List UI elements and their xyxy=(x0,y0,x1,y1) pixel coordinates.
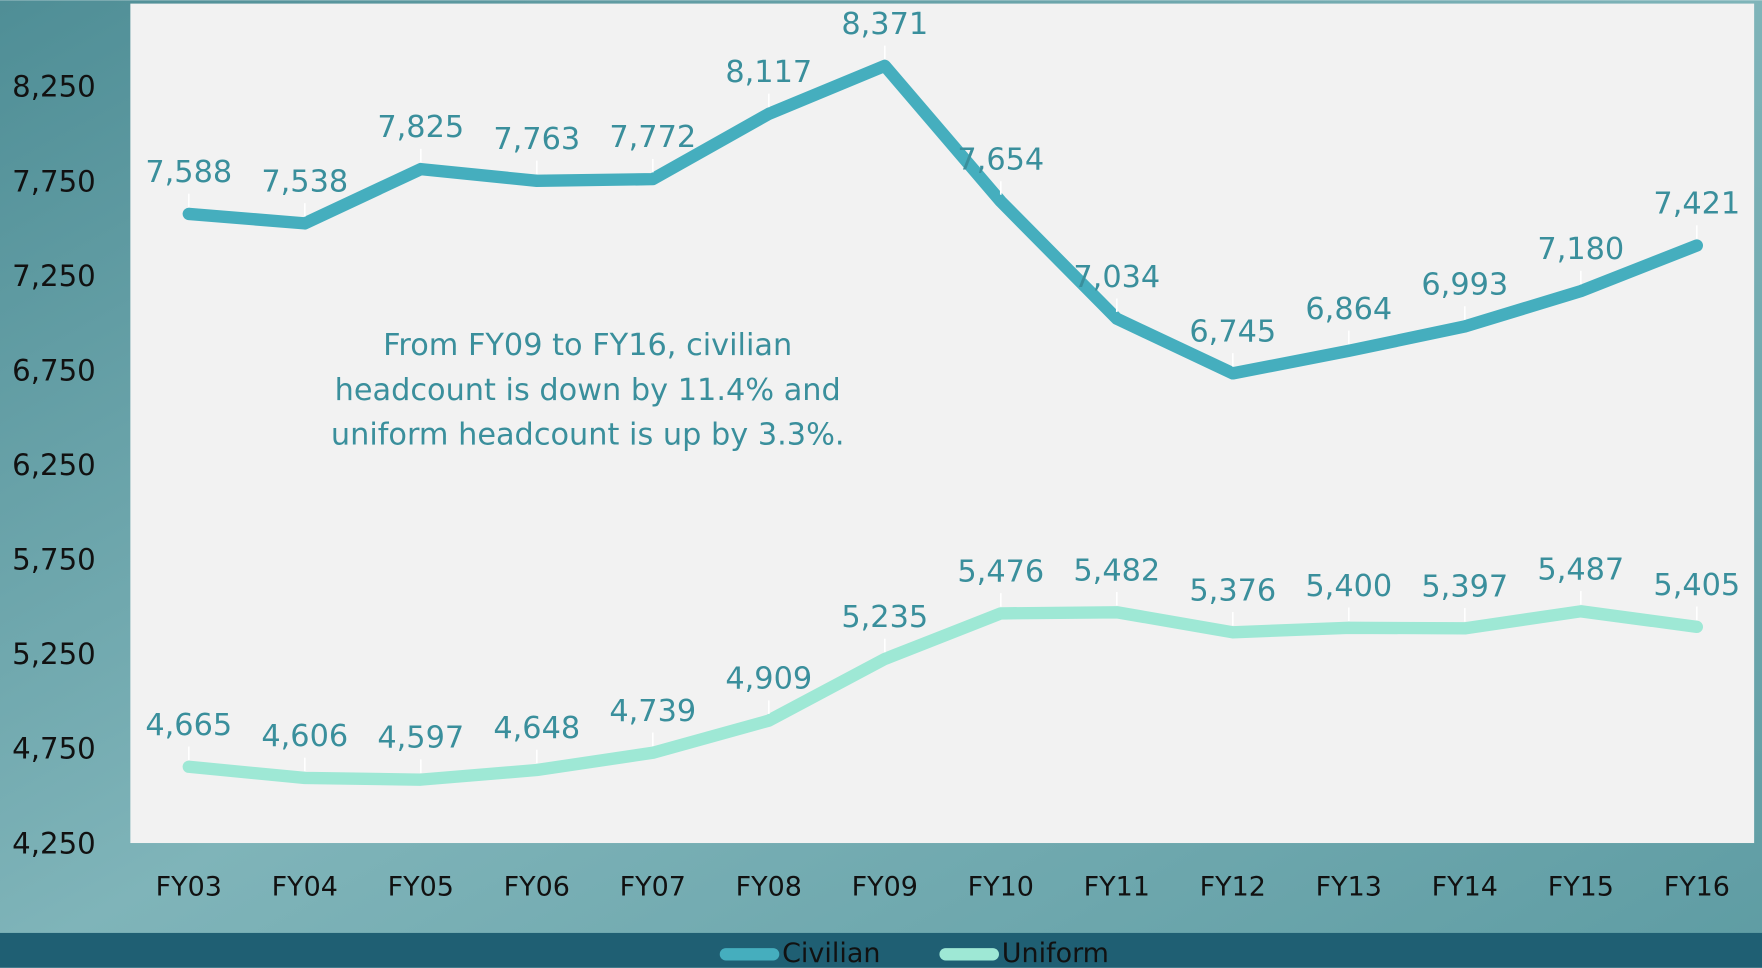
data-label: 4,606 xyxy=(261,719,348,754)
y-tick-label: 4,250 xyxy=(12,826,96,860)
x-tick-label: FY16 xyxy=(1664,871,1730,902)
data-label: 4,739 xyxy=(609,694,696,729)
data-label: 7,772 xyxy=(609,120,696,155)
x-tick-label: FY07 xyxy=(620,871,686,902)
data-label: 5,482 xyxy=(1073,553,1160,588)
chart: 4,250 4,750 5,250 5,750 6,250 6,750 7,250 7,750… xyxy=(0,0,1762,968)
data-label: 7,763 xyxy=(493,122,580,157)
data-label: 6,993 xyxy=(1421,268,1508,303)
x-tick-label: FY06 xyxy=(504,871,570,902)
x-tick-label: FY10 xyxy=(968,871,1034,902)
y-tick-label: 7,250 xyxy=(12,259,96,293)
data-label: 4,648 xyxy=(493,711,580,746)
x-tick-label: FY08 xyxy=(736,871,802,902)
annotation: headcount is down by 11.4% and xyxy=(335,373,841,408)
y-tick-label: 7,750 xyxy=(12,164,96,198)
x-tick-label: FY03 xyxy=(156,871,222,902)
x-tick-label: FY13 xyxy=(1316,871,1382,902)
data-label: 4,909 xyxy=(725,662,812,697)
y-tick-label: 4,750 xyxy=(12,732,96,766)
data-label: 7,034 xyxy=(1073,260,1160,295)
y-tick-label: 6,250 xyxy=(12,448,96,482)
data-label: 4,665 xyxy=(145,708,232,743)
data-label: 5,376 xyxy=(1189,573,1276,608)
annotation: uniform headcount is up by 3.3%. xyxy=(331,418,845,453)
data-label: 5,397 xyxy=(1421,569,1508,604)
annotation: From FY09 to FY16, civilian xyxy=(383,328,792,363)
data-label: 7,588 xyxy=(145,155,232,190)
data-label: 7,654 xyxy=(957,142,1044,177)
data-label: 8,371 xyxy=(841,7,928,42)
data-label: 5,235 xyxy=(841,600,928,635)
data-label: 7,538 xyxy=(261,164,348,199)
x-tick-label: FY11 xyxy=(1084,871,1150,902)
data-label: 7,421 xyxy=(1653,187,1740,222)
x-tick-label: FY05 xyxy=(388,871,454,902)
data-label: 5,400 xyxy=(1305,569,1392,604)
x-tick-label: FY09 xyxy=(852,871,918,902)
data-label: 5,487 xyxy=(1537,552,1624,587)
x-tick-label: FY12 xyxy=(1200,871,1266,902)
data-label: 7,180 xyxy=(1537,232,1624,267)
y-tick-label: 5,250 xyxy=(12,637,96,671)
data-label: 7,825 xyxy=(377,110,464,145)
y-tick-label: 5,750 xyxy=(12,543,96,577)
legend-label: Civilian xyxy=(782,938,880,968)
data-label: 4,597 xyxy=(377,721,464,756)
data-label: 5,476 xyxy=(957,554,1044,589)
y-tick-label: 8,250 xyxy=(12,70,96,104)
page: {"chart_data": {"type": "line", "categor… xyxy=(0,0,1762,968)
legend-bar xyxy=(0,933,1762,968)
x-tick-label: FY14 xyxy=(1432,871,1498,902)
data-label: 8,117 xyxy=(725,55,812,90)
y-tick-label: 6,750 xyxy=(12,353,96,387)
data-label: 6,745 xyxy=(1189,314,1276,349)
data-label: 5,405 xyxy=(1653,568,1740,603)
legend-label: Uniform xyxy=(1002,938,1109,968)
x-tick-label: FY15 xyxy=(1548,871,1614,902)
data-label: 6,864 xyxy=(1305,292,1392,327)
x-tick-label: FY04 xyxy=(272,871,338,902)
